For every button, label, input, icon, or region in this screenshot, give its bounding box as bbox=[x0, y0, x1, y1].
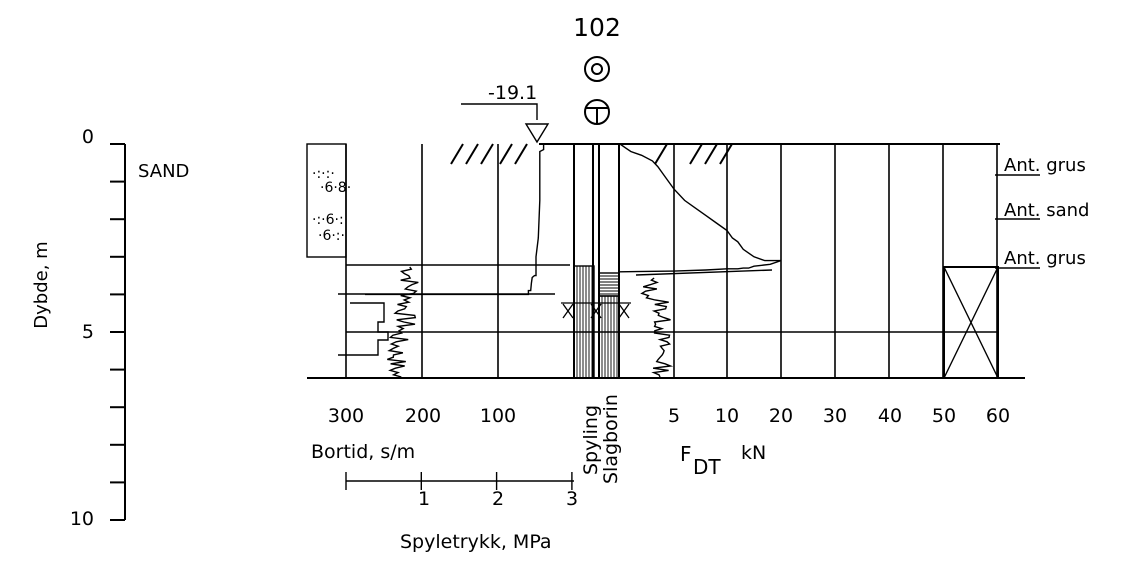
water-level-triangle bbox=[524, 123, 550, 144]
svg-text:·:·:·: ·:·:· bbox=[312, 166, 335, 182]
water-level-line bbox=[461, 103, 538, 120]
slagboring-column bbox=[598, 144, 620, 379]
spyletrykk-axis-label: Spyletrykk, MPa bbox=[400, 531, 552, 553]
force-axis-label-main: F bbox=[680, 442, 692, 466]
column-x-markers bbox=[561, 302, 631, 319]
force-noisy-trace bbox=[640, 277, 674, 378]
bortid-tick-200: 200 bbox=[405, 405, 441, 427]
force-tick-40: 40 bbox=[878, 405, 902, 427]
force-tick-20: 20 bbox=[769, 405, 793, 427]
force-tick-30: 30 bbox=[823, 405, 847, 427]
svg-text:·6·8·: ·6·8· bbox=[320, 180, 351, 196]
svg-text:·:·6·:: ·:·6·: bbox=[312, 212, 344, 228]
sample-label-1: Ant. grus bbox=[995, 155, 1086, 176]
force-tick-50: 50 bbox=[932, 405, 956, 427]
depth-tick-label-5: 5 bbox=[82, 321, 94, 343]
spyletrykk-step-curve bbox=[338, 302, 389, 356]
spyling-column bbox=[573, 144, 595, 379]
force-tick-10: 10 bbox=[715, 405, 739, 427]
depth-tick-label-10: 10 bbox=[70, 508, 94, 530]
svg-text:Ant. grus: Ant. grus bbox=[1004, 155, 1086, 176]
svg-text:·6·:·: ·6·:· bbox=[318, 228, 345, 244]
svg-text:Ant. grus: Ant. grus bbox=[1004, 248, 1086, 269]
sand-pattern: ·:·:· ·6·8· ·:·6·: ·6·:· bbox=[312, 166, 351, 244]
slagboring-label: Slagborin bbox=[600, 394, 622, 484]
ground-hatch-left bbox=[450, 143, 528, 165]
force-tick-5: 5 bbox=[668, 405, 680, 427]
svg-text:Ant. sand: Ant. sand bbox=[1004, 200, 1089, 221]
force-axis-label-sub: DT bbox=[693, 455, 721, 479]
sample-label-3: Ant. grus bbox=[995, 248, 1086, 269]
depth-tick-label-0: 0 bbox=[82, 126, 94, 148]
spyletrykk-tick-1: 1 bbox=[418, 488, 430, 510]
ground-hatch-right bbox=[654, 143, 733, 165]
bortid-curve bbox=[365, 144, 545, 296]
spyling-label: Spyling bbox=[580, 405, 602, 475]
soil-layer-label: SAND bbox=[138, 161, 189, 182]
circle-t-icon bbox=[584, 99, 610, 125]
spyletrykk-tick-2: 2 bbox=[492, 488, 504, 510]
bortid-axis-label: Bortid, s/m bbox=[311, 441, 415, 463]
force-axis-unit: kN bbox=[741, 442, 766, 464]
force-tick-60: 60 bbox=[986, 405, 1010, 427]
spyletrykk-tick-3: 3 bbox=[566, 488, 578, 510]
water-level-label: -19.1 bbox=[488, 82, 537, 104]
bortid-noisy-trace bbox=[387, 266, 419, 378]
force-peak-line bbox=[635, 269, 773, 276]
borehole-id: 102 bbox=[573, 13, 621, 42]
bortid-tick-100: 100 bbox=[480, 405, 516, 427]
bortid-tick-300: 300 bbox=[328, 405, 364, 427]
sample-x-box bbox=[943, 266, 999, 379]
sample-label-2: Ant. sand bbox=[995, 200, 1089, 221]
force-curve bbox=[619, 143, 782, 273]
depth-axis-label: Dybde, m bbox=[31, 241, 52, 328]
circle-dot-icon bbox=[584, 56, 610, 82]
